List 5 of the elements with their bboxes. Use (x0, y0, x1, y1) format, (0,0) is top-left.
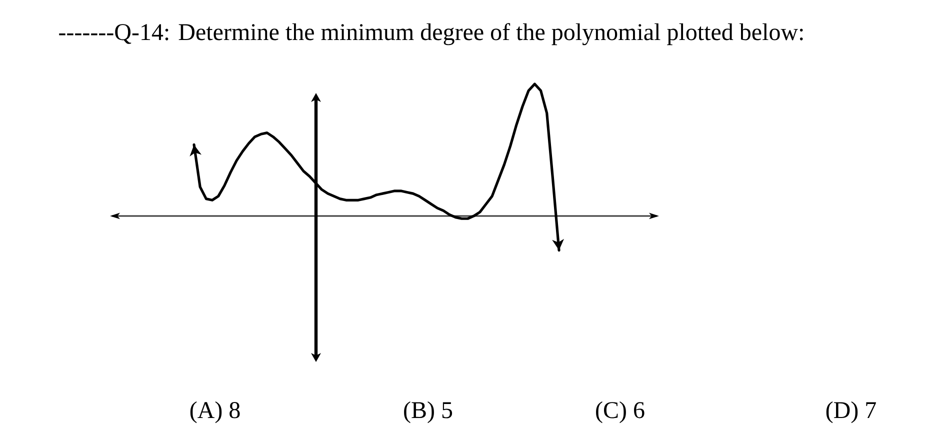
text: (D) 7 (826, 401, 876, 424)
chart-title: -------Q-14: Determine the minimum degree of the polynomial plotted below: (59, 23, 803, 46)
text: (C) 6 (596, 401, 644, 424)
text: (B) 5 (404, 401, 452, 424)
text: (A) 8 (190, 401, 240, 424)
